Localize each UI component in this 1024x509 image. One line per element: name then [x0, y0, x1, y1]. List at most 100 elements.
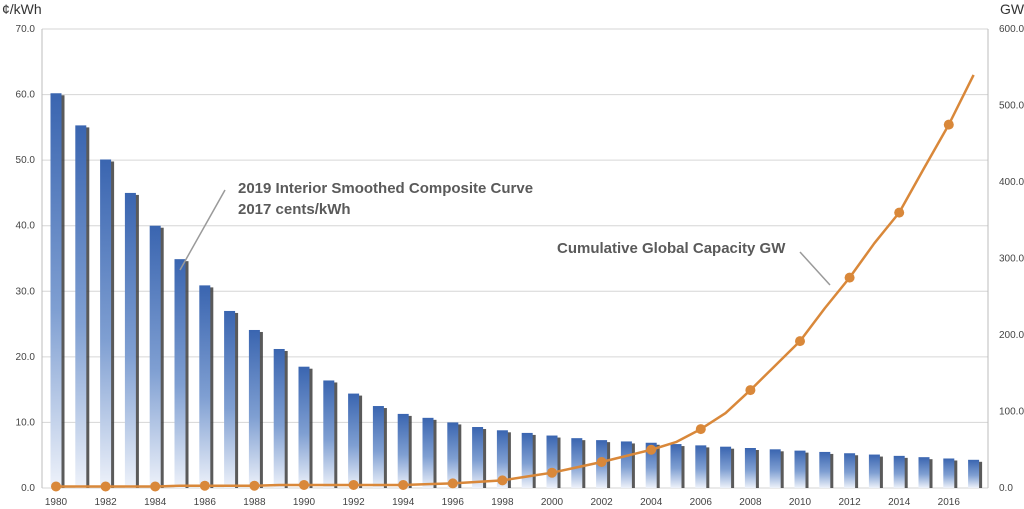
left-tick-label: 20.0 — [16, 352, 36, 363]
x-tick-label: 1996 — [442, 497, 465, 508]
bar — [472, 427, 487, 488]
x-tick-label: 2008 — [739, 497, 762, 508]
line-series — [51, 74, 975, 492]
bar — [918, 457, 933, 488]
right-tick-label: 0.0 — [999, 483, 1013, 494]
bar-face — [149, 225, 161, 488]
bar-face — [100, 159, 112, 489]
line-point — [150, 481, 161, 492]
line-point — [844, 272, 855, 283]
bar-face — [546, 435, 558, 488]
bar-series-label-line1: 2019 Interior Smoothed Composite Curve — [238, 180, 533, 197]
bar-face — [769, 449, 781, 488]
bar — [645, 442, 660, 488]
x-tick-label: 1980 — [45, 497, 68, 508]
bar-face — [397, 413, 409, 488]
bar — [968, 459, 983, 488]
bar — [422, 417, 437, 488]
x-tick-label: 1986 — [194, 497, 217, 508]
bar-face — [670, 444, 682, 488]
bar-face — [943, 458, 955, 488]
x-tick-label: 2016 — [938, 497, 961, 508]
bar — [794, 450, 809, 488]
bar — [670, 444, 685, 488]
bar-face — [372, 406, 384, 488]
bar — [893, 455, 908, 488]
left-tick-label: 0.0 — [21, 483, 35, 494]
bar-face — [571, 438, 583, 488]
bar-annotation-leader — [179, 189, 226, 271]
line-point — [249, 480, 260, 491]
capacity-line — [56, 74, 975, 488]
left-axis-label: ¢/kWh — [2, 1, 42, 17]
line-point — [795, 336, 805, 347]
x-tick-label: 2004 — [640, 497, 663, 508]
x-tick-label: 1988 — [243, 497, 266, 508]
x-axis-ticks: 1980 1982 1984 1986 1988 1990 1992 1994 1996 1998… — [45, 497, 960, 508]
x-tick-label: 2006 — [690, 497, 713, 508]
bar — [397, 413, 412, 488]
bar — [546, 435, 561, 488]
bar-face — [248, 329, 260, 488]
line-point — [199, 480, 210, 491]
bar — [496, 430, 511, 488]
x-tick-label: 1994 — [392, 497, 415, 508]
bar-face — [844, 453, 856, 488]
bar-face — [620, 441, 632, 488]
x-tick-label: 1998 — [491, 497, 514, 508]
bar-face — [819, 451, 831, 488]
bar-face — [521, 432, 533, 488]
left-tick-label: 30.0 — [16, 286, 36, 297]
bar — [943, 458, 958, 488]
line-point — [348, 479, 359, 490]
left-tick-label: 40.0 — [16, 221, 36, 232]
x-tick-label: 2012 — [838, 497, 861, 508]
bar-face — [472, 427, 484, 488]
bar-face — [720, 446, 732, 488]
right-tick-label: 100.0 — [999, 407, 1024, 418]
bar-face — [447, 422, 459, 488]
x-tick-label: 2014 — [888, 497, 911, 508]
bar — [521, 432, 536, 488]
bar-face — [273, 348, 285, 488]
bar-face — [794, 450, 806, 488]
right-tick-label: 400.0 — [999, 177, 1024, 188]
bar-face — [645, 442, 657, 488]
right-axis-ticks: 0.0 100.0 200.0 300.0 400.0 500.0 600.0 — [999, 24, 1024, 494]
bar — [100, 159, 115, 489]
bar — [868, 454, 883, 488]
bar — [75, 125, 90, 488]
bar-face — [174, 259, 186, 488]
left-tick-label: 70.0 — [16, 24, 36, 35]
right-tick-label: 500.0 — [999, 101, 1024, 112]
x-tick-label: 2000 — [541, 497, 564, 508]
bar — [571, 438, 586, 488]
bar-series-label-line2: 2017 cents/kWh — [238, 201, 351, 218]
line-point — [745, 385, 756, 396]
bar — [372, 406, 387, 488]
bar — [174, 259, 189, 488]
bar — [720, 446, 735, 488]
bar-face — [695, 445, 707, 488]
bar — [298, 366, 313, 488]
bar — [50, 93, 65, 488]
x-tick-label: 1990 — [293, 497, 316, 508]
bar-face — [893, 455, 905, 488]
line-point — [100, 481, 111, 492]
line-point — [943, 119, 954, 130]
x-tick-label: 1984 — [144, 497, 167, 508]
line-point — [596, 456, 607, 467]
bar — [819, 451, 834, 488]
left-tick-label: 60.0 — [16, 90, 36, 101]
line-point — [299, 479, 309, 490]
bar-face — [199, 285, 211, 488]
bar-face — [75, 125, 87, 488]
bar-face — [298, 366, 310, 488]
bar — [348, 393, 363, 488]
line-annotation-leader — [799, 251, 831, 286]
bar — [620, 441, 635, 488]
bar — [273, 348, 288, 488]
bar — [199, 285, 214, 488]
left-axis-ticks: 0.0 10.0 20.0 30.0 40.0 50.0 60.0 70.0 — [16, 24, 36, 494]
